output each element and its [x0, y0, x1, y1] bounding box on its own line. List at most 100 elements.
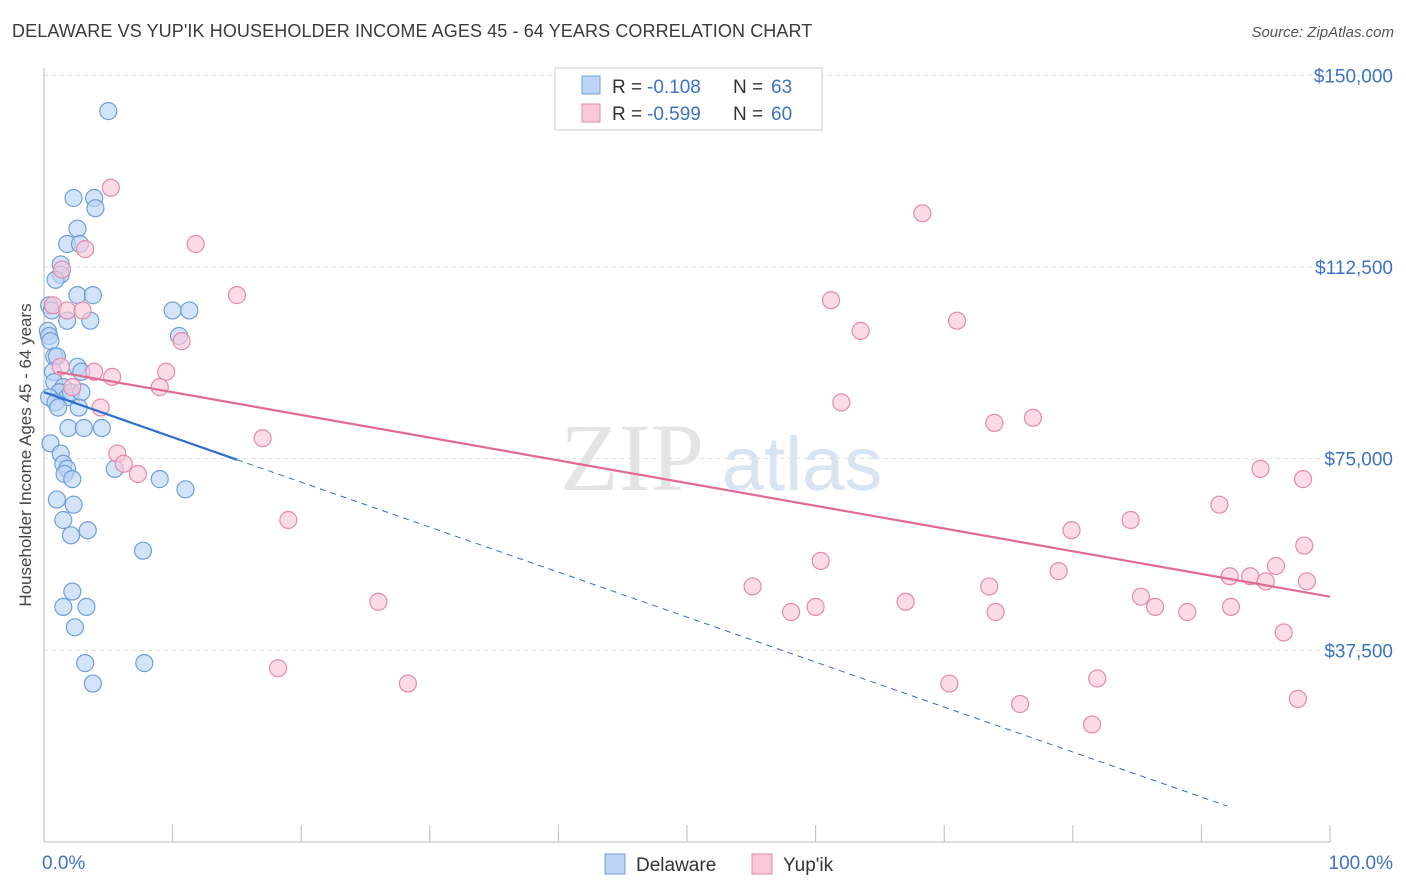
legend-swatch-delaware: [604, 853, 626, 875]
delaware-point-58: [65, 618, 84, 637]
yupik-point-27: [128, 464, 147, 484]
yupik-point-5: [227, 286, 246, 305]
gridlines: [44, 74, 1390, 651]
source-label: Source: ZipAtlas.com: [1251, 24, 1394, 41]
delaware-point-10: [68, 286, 87, 305]
yupik-point-2: [186, 234, 205, 254]
watermark: ZIP atlas: [560, 404, 882, 511]
y-tick-label-0: $37,500: [1324, 641, 1393, 662]
yupik-point-31: [1121, 510, 1140, 530]
delaware-point-48: [176, 480, 195, 499]
axes: [43, 68, 1331, 843]
yupik-point-56: [1088, 669, 1107, 688]
yupik-point-29: [1210, 495, 1229, 514]
yupik-point-20: [91, 398, 110, 417]
series-yupik: [43, 178, 1316, 734]
yupik-point-25: [114, 454, 133, 473]
yupik-point-45: [1221, 597, 1241, 616]
trendline-yupik: [56, 370, 1331, 598]
delaware-point-57: [77, 597, 96, 616]
yupik-point-35: [1266, 556, 1286, 576]
delaware-point-51: [54, 510, 73, 530]
chart-title: DELAWARE VS YUP'IK HOUSEHOLDER INCOME AG…: [12, 21, 813, 41]
yupik-point-32: [1062, 521, 1081, 540]
trendline-delaware-solid: [43, 391, 238, 461]
trendline-delaware-dashed: [236, 459, 1228, 807]
yupik-point-59: [1082, 715, 1102, 734]
yupik-point-28: [1293, 470, 1313, 489]
yupik-point-46: [369, 592, 388, 611]
y-tick-label-1: $75,000: [1324, 450, 1393, 471]
yupik-point-22: [1023, 408, 1043, 427]
x-tick-label-0: 0.0%: [42, 853, 85, 874]
delaware-point-47: [150, 470, 169, 489]
stats-n-label-yupik: N =: [733, 104, 763, 125]
delaware-point-0: [99, 102, 118, 121]
yupik-point-57: [1010, 694, 1030, 714]
yupik-point-47: [896, 592, 915, 611]
yupik-point-43: [1131, 587, 1151, 606]
stats-n-label-delaware: N =: [733, 77, 763, 98]
yupik-point-13: [51, 357, 70, 376]
yupik-point-11: [851, 321, 870, 340]
y-tick-label-2: $112,500: [1315, 258, 1393, 279]
delaware-point-55: [63, 582, 82, 601]
yupik-point-18: [63, 378, 82, 397]
yupik-point-48: [806, 597, 825, 616]
delaware-point-14: [163, 301, 182, 320]
yupik-point-19: [832, 393, 851, 412]
stats-swatch-yupik: [581, 103, 601, 123]
yupik-point-34: [811, 551, 830, 570]
delaware-point-4: [68, 219, 87, 238]
y-axis-label: Householder Income Ages 45 - 64 years: [16, 303, 35, 607]
delaware-point-3: [86, 199, 105, 218]
yupik-point-49: [782, 602, 801, 622]
delaware-point-39: [92, 418, 111, 438]
yupik-point-38: [1220, 567, 1239, 586]
delaware-point-21: [41, 332, 60, 351]
delaware-point-53: [78, 521, 97, 540]
yupik-point-12: [172, 332, 191, 351]
yupik-point-44: [1146, 597, 1165, 616]
delaware-point-50: [64, 495, 83, 514]
delaware-point-46: [63, 470, 82, 489]
delaware-point-11: [83, 286, 102, 305]
delaware-point-59: [76, 654, 95, 673]
bottom-legend: Delaware Yup'ik: [604, 853, 834, 876]
stats-swatch-delaware: [581, 75, 601, 95]
yupik-point-40: [1297, 572, 1316, 591]
legend-swatch-yupik: [751, 853, 773, 875]
yupik-point-58: [1288, 689, 1307, 708]
stats-legend: R = -0.108 N = 63 R = -0.599 N = 60: [554, 67, 823, 131]
yupik-point-30: [279, 510, 298, 530]
yupik-point-50: [986, 602, 1005, 622]
y-tick-label-3: $150,000: [1314, 66, 1393, 87]
stats-n-value-delaware: 63: [771, 77, 792, 98]
delaware-point-38: [74, 418, 93, 438]
stats-r-label-delaware: R =: [612, 77, 642, 98]
yupik-point-14: [85, 362, 104, 381]
yupik-point-53: [268, 659, 288, 678]
yupik-point-8: [73, 301, 92, 320]
stats-r-label-yupik: R =: [612, 104, 642, 125]
yupik-point-4: [52, 260, 72, 279]
yupik-point-36: [1049, 562, 1068, 581]
watermark-zip: ZIP: [560, 404, 704, 511]
yupik-point-21: [985, 413, 1004, 432]
yupik-point-26: [1251, 459, 1270, 478]
yupik-point-9: [821, 291, 841, 310]
yupik-point-42: [980, 577, 999, 596]
yupik-point-7: [58, 301, 77, 320]
yupik-point-52: [1274, 623, 1293, 642]
stats-n-value-yupik: 60: [771, 104, 792, 125]
delaware-point-15: [180, 301, 199, 320]
legend-label-delaware: Delaware: [636, 855, 716, 876]
yupik-point-54: [398, 674, 418, 693]
x-tick-label-1: 100.0%: [1329, 853, 1394, 874]
y-tick-labels: $37,500 $75,000 $112,500 $150,000: [1314, 66, 1393, 662]
trendlines: [43, 370, 1331, 807]
yupik-point-41: [743, 577, 762, 596]
x-tick-labels: 0.0% 100.0%: [42, 853, 1393, 874]
yupik-point-1: [913, 204, 932, 223]
yupik-point-0: [101, 178, 120, 197]
